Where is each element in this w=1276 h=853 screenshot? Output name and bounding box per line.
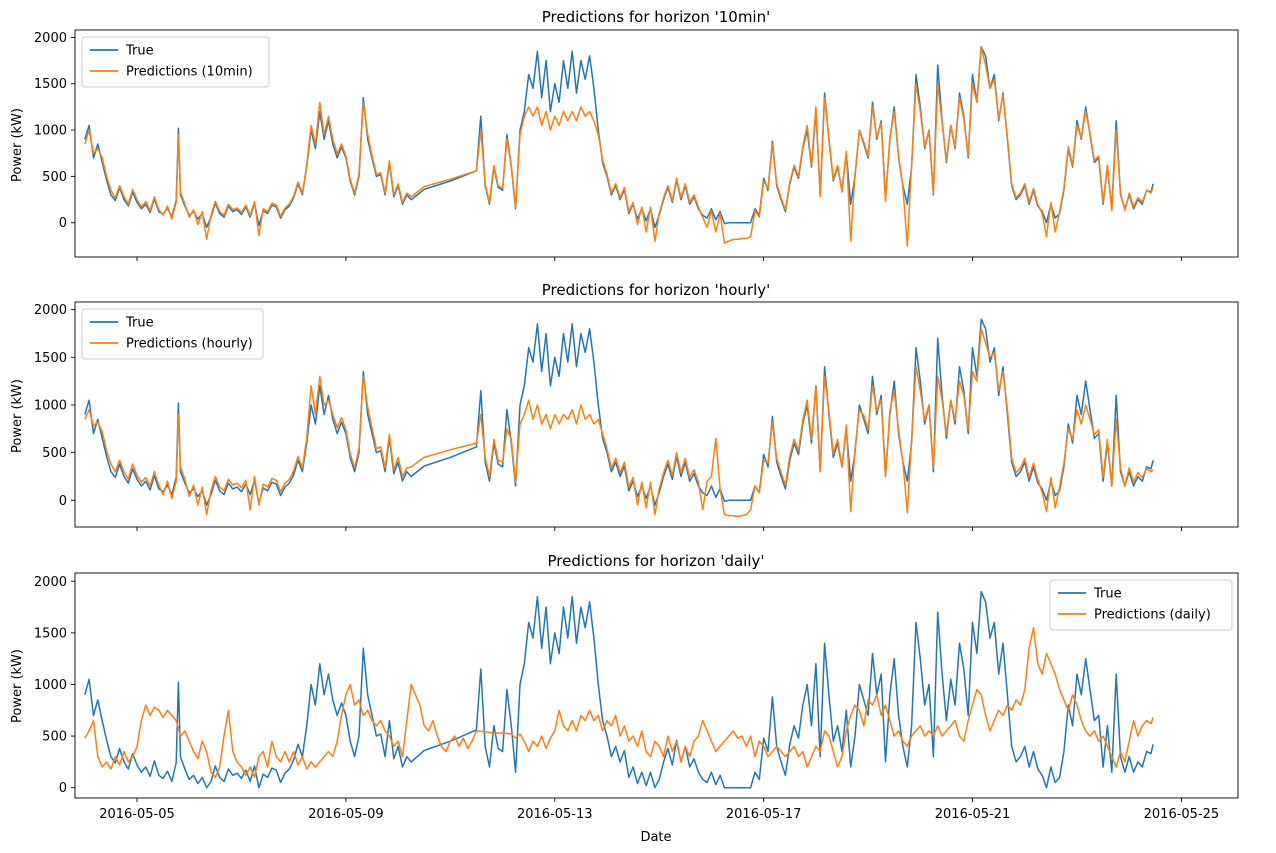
y-axis-label-hourly: Power (kW): [10, 379, 25, 453]
chart-title-10min: Predictions for horizon '10min': [542, 8, 770, 26]
legend-label-true: True: [125, 316, 154, 331]
legend-label-true: True: [1093, 587, 1122, 602]
y-tick-label: 500: [42, 170, 67, 185]
y-tick-label: 1000: [34, 678, 67, 693]
y-tick-label: 1000: [34, 398, 67, 413]
y-tick-label: 1000: [34, 124, 67, 139]
y-tick-label: 0: [59, 781, 67, 796]
y-tick-label: 2000: [34, 575, 67, 590]
legend-hourly: True Predictions (hourly): [81, 308, 264, 360]
axes-frame-10min: [74, 29, 1239, 258]
y-tick-label: 1500: [34, 77, 67, 92]
y-axis-label-10min: Power (kW): [10, 108, 25, 182]
y-tick-label: 500: [42, 730, 67, 745]
x-tick-label: 2016-05-17: [726, 807, 802, 822]
x-axis-label: Date: [640, 830, 671, 845]
y-tick-label: 500: [42, 446, 67, 461]
legend-label-true: True: [125, 44, 154, 59]
x-tick-label: 2016-05-25: [1144, 807, 1220, 822]
y-tick-label: 2000: [34, 303, 67, 318]
axes-frame-daily: [74, 572, 1239, 799]
y-tick-label: 0: [59, 494, 67, 509]
y-tick-label: 1500: [34, 626, 67, 641]
series-line-true-daily: [84, 590, 1154, 789]
chart-title-hourly: Predictions for horizon 'hourly': [542, 281, 771, 299]
y-tick-label: 0: [59, 216, 67, 231]
series-line-pred-10min: [84, 45, 1154, 247]
series-line-pred-hourly: [84, 327, 1154, 518]
x-tick-label: 2016-05-13: [517, 807, 593, 822]
chart-panel-daily: Predictions for horizon 'daily' Power (k…: [10, 552, 1239, 845]
legend-label-pred: Predictions (hourly): [126, 337, 253, 352]
axes-frame-hourly: [74, 301, 1239, 528]
x-tick-label: 2016-05-05: [99, 807, 175, 822]
y-tick-label: 1500: [34, 351, 67, 366]
legend-label-pred: Predictions (10min): [126, 65, 253, 80]
chart-panel-hourly: Predictions for horizon 'hourly' Power (…: [10, 281, 1239, 531]
y-axis-label-daily: Power (kW): [10, 649, 25, 723]
legend-label-pred: Predictions (daily): [1094, 608, 1211, 623]
legend-daily: True Predictions (daily): [1049, 579, 1233, 631]
series-line-pred-daily: [84, 626, 1154, 779]
x-tick-label: 2016-05-09: [308, 807, 384, 822]
y-tick-label: 2000: [34, 31, 67, 46]
x-tick-label: 2016-05-21: [935, 807, 1011, 822]
chart-panel-10min: Predictions for horizon '10min' Power (k…: [10, 8, 1239, 261]
chart-title-daily: Predictions for horizon 'daily': [547, 552, 764, 570]
legend-10min: True Predictions (10min): [81, 36, 270, 88]
